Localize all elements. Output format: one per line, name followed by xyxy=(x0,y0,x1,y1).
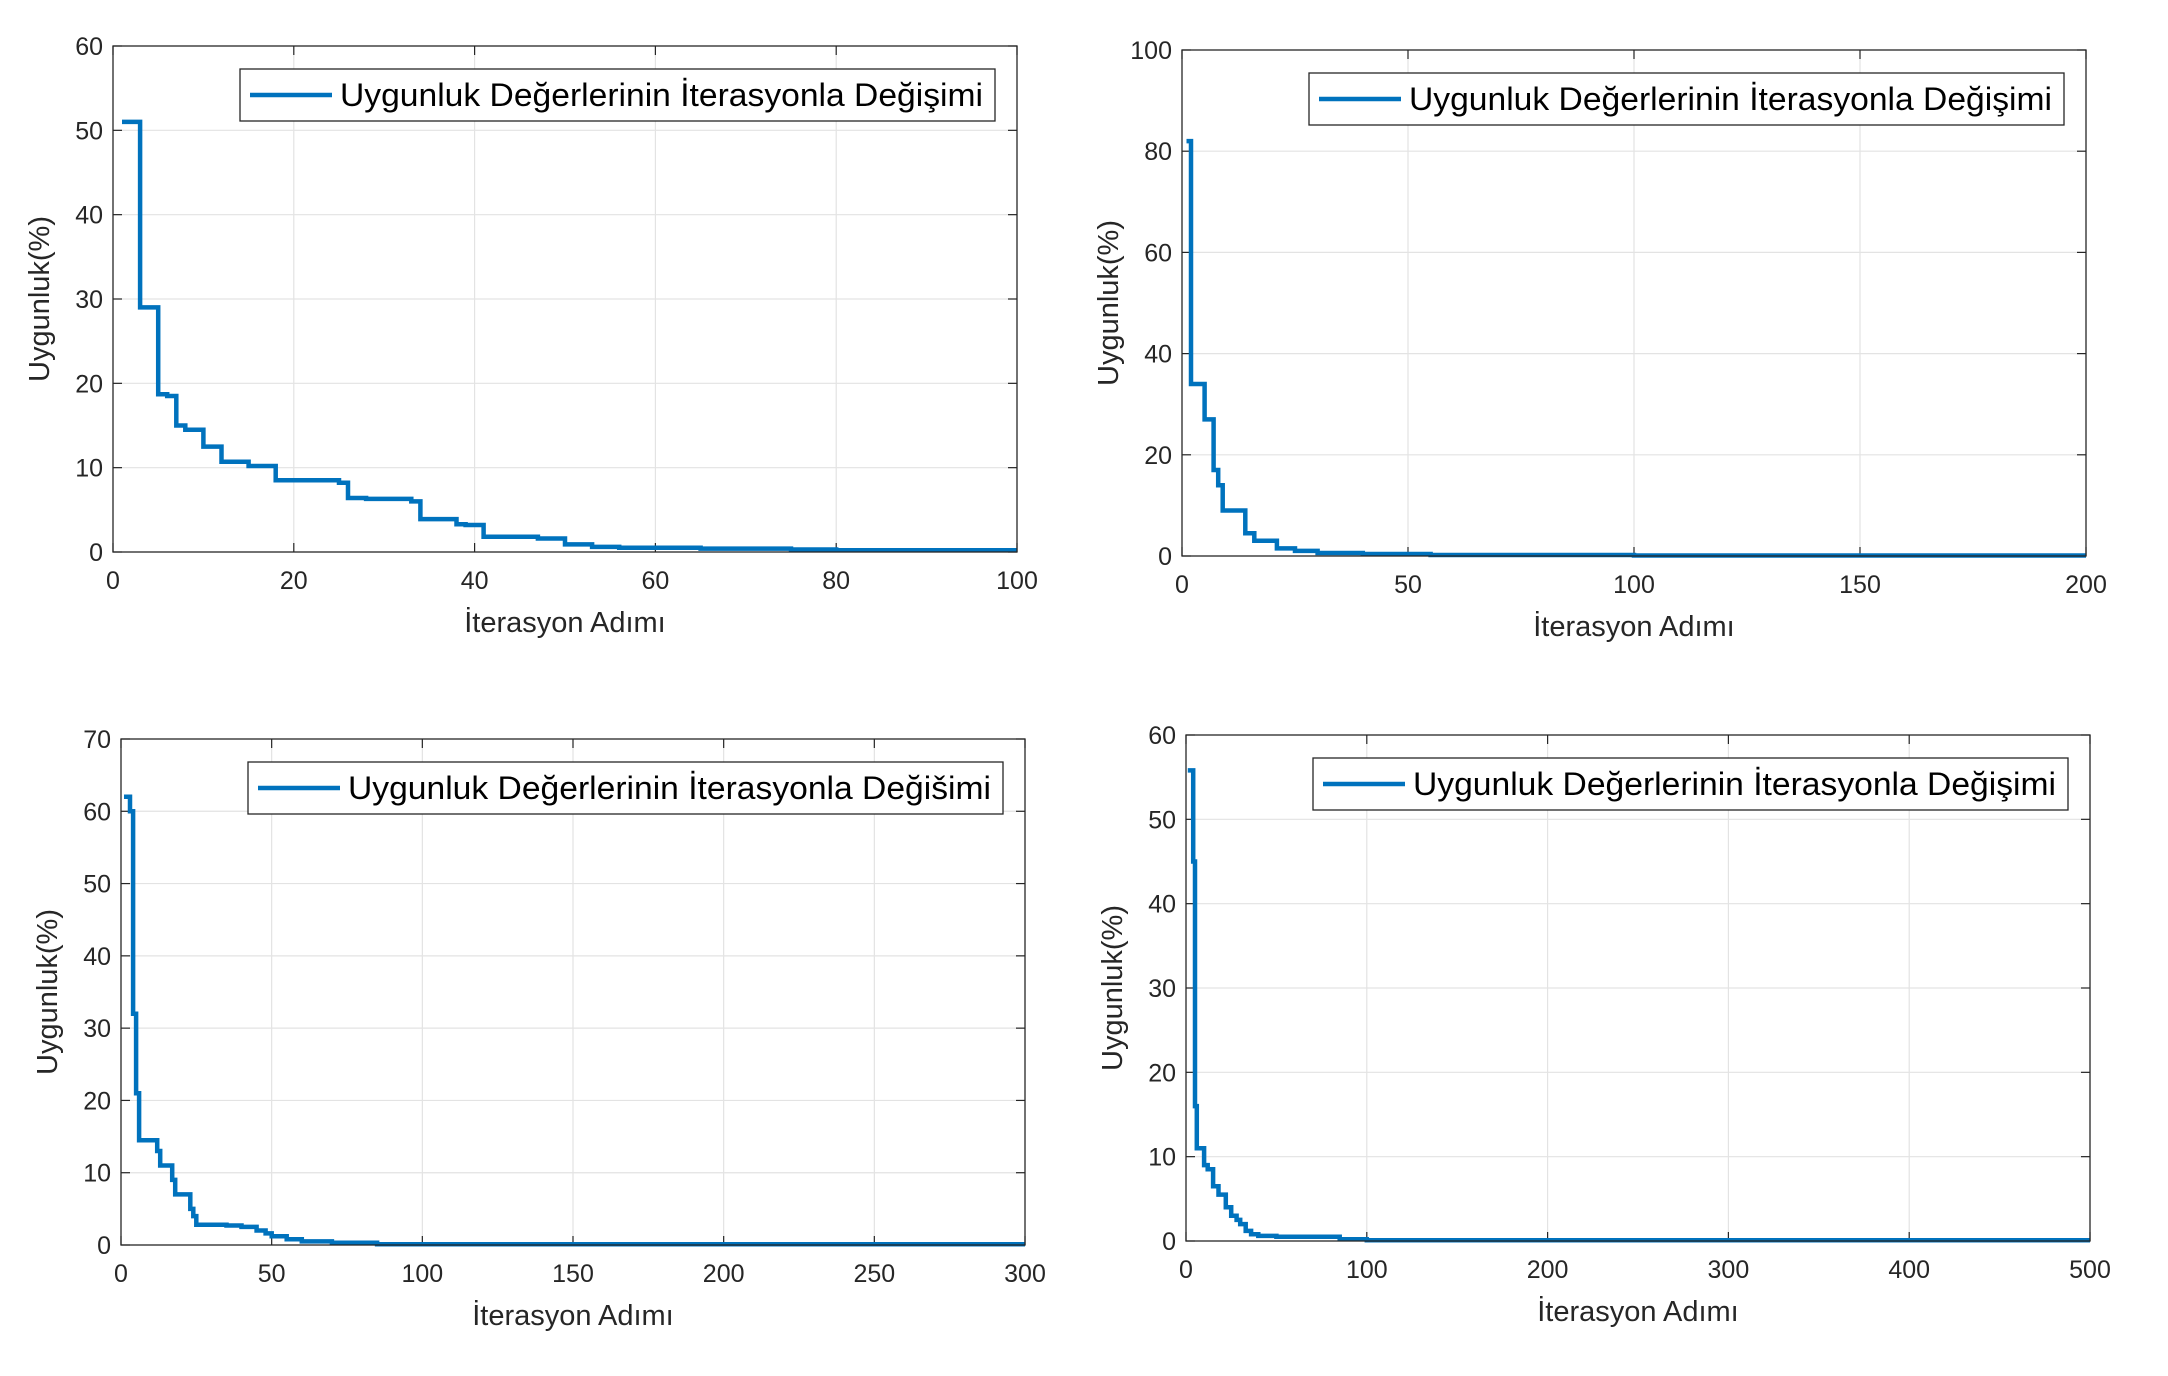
x-tick-label: 200 xyxy=(703,1260,745,1288)
x-tick-label: 100 xyxy=(1613,571,1655,599)
x-tick-label: 400 xyxy=(1888,1256,1930,1284)
axes-box xyxy=(112,45,1018,553)
x-tick-label: 50 xyxy=(1394,571,1422,599)
x-tick-label: 150 xyxy=(552,1260,594,1288)
x-tick-label: 0 xyxy=(1179,1256,1193,1284)
y-tick-label: 20 xyxy=(1148,1059,1176,1087)
axes-box xyxy=(120,738,1026,1246)
y-tick-label: 30 xyxy=(83,1015,111,1043)
x-tick-label: 150 xyxy=(1839,571,1881,599)
series-line-1 xyxy=(1186,138,2086,558)
x-tick-label: 500 xyxy=(2069,1256,2111,1284)
series-line-1 xyxy=(124,794,1025,1247)
y-tick-label: 10 xyxy=(1148,1144,1176,1172)
legend-label: Uygunluk Değerlerinin İterasyonla Değişi… xyxy=(1413,766,2056,802)
legend: Uygunluk Değerlerinin İterasyonla Değiši… xyxy=(247,761,1004,815)
chart-1: 0 20 40 60 80 100 0 10 20 30 40 50 60 İterasyon Adımı… xyxy=(24,33,1038,639)
y-tick-label: 10 xyxy=(75,455,103,483)
y-tick-label: 0 xyxy=(97,1232,111,1260)
legend-box xyxy=(247,761,1004,815)
y-axis-label: Uygunluk(%) xyxy=(1097,905,1129,1071)
y-tick-label: 50 xyxy=(75,117,103,145)
legend: Uygunluk Değerlerinin İterasyonla Değişi… xyxy=(239,68,996,122)
legend-box xyxy=(1312,757,2069,811)
x-tick-label: 20 xyxy=(280,567,308,595)
x-tick-label: 100 xyxy=(401,1260,443,1288)
y-axis-label: Uygunluk(%) xyxy=(24,216,56,382)
x-axis-label: İterasyon Adımı xyxy=(472,1299,674,1332)
y-tick-label: 40 xyxy=(1148,891,1176,919)
y-tick-label: 40 xyxy=(83,943,111,971)
y-tick-label: 30 xyxy=(75,286,103,314)
legend-label: Uygunluk Değerlerinin İterasyonla Değiši… xyxy=(348,770,991,806)
y-tick-label: 40 xyxy=(1144,341,1172,369)
legend: Uygunluk Değerlerinin İterasyonla Değişi… xyxy=(1308,72,2065,126)
y-tick-label: 60 xyxy=(1148,722,1176,750)
x-tick-label: 250 xyxy=(853,1260,895,1288)
x-tick-label: 100 xyxy=(1346,1256,1388,1284)
x-tick-label: 80 xyxy=(822,567,850,595)
x-axis-label: İterasyon Adımı xyxy=(464,606,666,639)
x-tick-label: 100 xyxy=(996,567,1038,595)
chart-4: 0 100 200 300 400 500 0 10 20 30 40 50 60 İterasyon A… xyxy=(1097,722,2111,1328)
legend-box xyxy=(1308,72,2065,126)
x-tick-label: 50 xyxy=(258,1260,286,1288)
y-tick-label: 70 xyxy=(83,726,111,754)
legend: Uygunluk Değerlerinin İterasyonla Değişi… xyxy=(1312,757,2069,811)
y-tick-label: 0 xyxy=(89,539,103,567)
y-tick-label: 0 xyxy=(1162,1228,1176,1256)
x-tick-label: 0 xyxy=(114,1260,128,1288)
y-tick-label: 50 xyxy=(83,871,111,899)
y-tick-label: 20 xyxy=(1144,442,1172,470)
x-tick-label: 300 xyxy=(1708,1256,1750,1284)
x-tick-label: 40 xyxy=(461,567,489,595)
axes-box xyxy=(1181,49,2087,557)
axes-box xyxy=(1185,734,2091,1242)
legend-label: Uygunluk Değerlerinin İterasyonla Değişi… xyxy=(1409,81,2052,117)
x-tick-label: 300 xyxy=(1004,1260,1046,1288)
x-tick-label: 0 xyxy=(1175,571,1189,599)
series-line-1 xyxy=(122,119,1017,553)
y-tick-label: 10 xyxy=(83,1160,111,1188)
y-tick-label: 40 xyxy=(75,202,103,230)
x-tick-label: 200 xyxy=(1527,1256,1569,1284)
y-tick-label: 100 xyxy=(1130,37,1172,65)
chart-3: 0 50 100 150 200 250 300 0 10 20 30 40 50 60 70 İterasy… xyxy=(32,726,1046,1332)
x-tick-label: 60 xyxy=(641,567,669,595)
x-tick-label: 0 xyxy=(106,567,120,595)
y-axis-label: Uygunluk(%) xyxy=(32,909,64,1075)
y-tick-label: 30 xyxy=(1148,975,1176,1003)
chart-2: 0 50 100 150 200 0 20 40 60 80 100 İterasyon Adımı U… xyxy=(1093,37,2107,643)
y-tick-label: 60 xyxy=(1144,239,1172,267)
x-axis-label: İterasyon Adımı xyxy=(1537,1295,1739,1328)
y-tick-label: 80 xyxy=(1144,138,1172,166)
y-tick-label: 50 xyxy=(1148,806,1176,834)
y-tick-label: 20 xyxy=(83,1087,111,1115)
y-tick-label: 20 xyxy=(75,370,103,398)
y-tick-label: 60 xyxy=(75,33,103,61)
legend-label: Uygunluk Değerlerinin İterasyonla Değişi… xyxy=(340,77,983,113)
x-tick-label: 200 xyxy=(2065,571,2107,599)
y-tick-label: 0 xyxy=(1158,543,1172,571)
legend-box xyxy=(239,68,996,122)
series-line-1 xyxy=(1187,768,2090,1243)
x-axis-label: İterasyon Adımı xyxy=(1533,610,1735,643)
y-axis-label: Uygunluk(%) xyxy=(1093,220,1125,386)
y-tick-label: 60 xyxy=(83,798,111,826)
